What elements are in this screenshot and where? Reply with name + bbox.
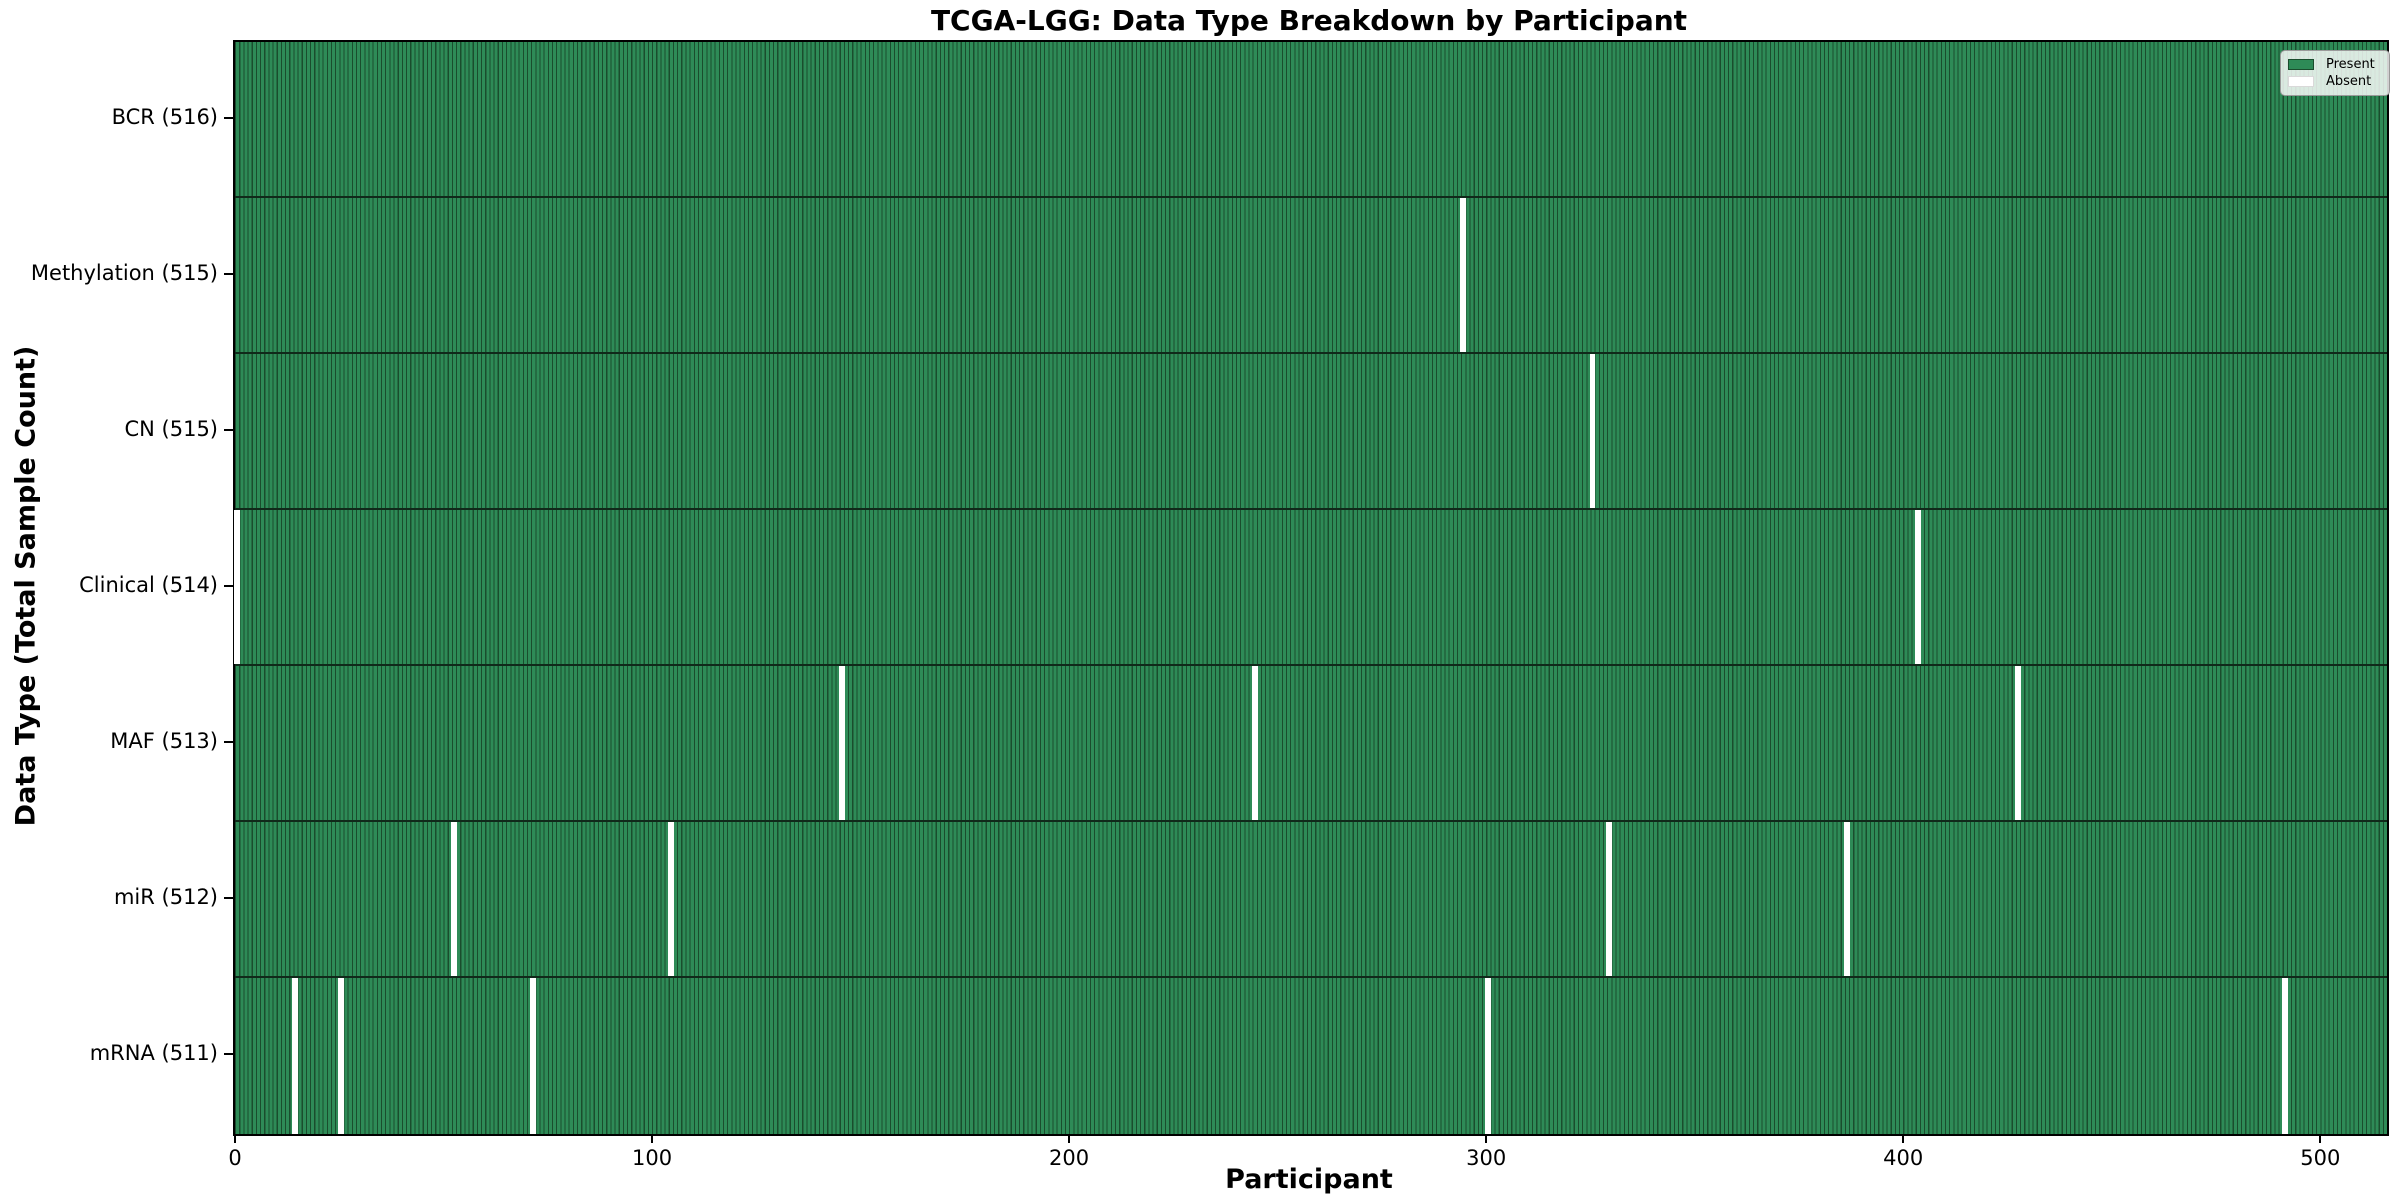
ytick-mark — [224, 273, 233, 275]
ytick-mark — [224, 117, 233, 119]
ytick-label-maf: MAF (513) — [110, 729, 218, 753]
ytick-mark — [224, 1053, 233, 1055]
xtick-mark — [651, 1134, 654, 1143]
ytick-label-bcr: BCR (516) — [111, 105, 218, 129]
xtick-label-0: 0 — [228, 1146, 242, 1170]
absent-gap-mir-329 — [1606, 822, 1613, 976]
legend-item-present: Present — [2288, 56, 2382, 73]
heatmap-row-bcr — [235, 42, 2387, 198]
absent-gap-maf-244 — [1251, 666, 1258, 820]
absent-gap-clinical-0 — [234, 510, 241, 664]
absent-gap-methylation-294 — [1460, 198, 1467, 352]
ytick-label-clinical: Clinical (514) — [79, 573, 218, 597]
absent-gap-maf-145 — [838, 666, 845, 820]
heatmap-row-methylation — [235, 198, 2387, 354]
heatmap-row-maf — [235, 666, 2387, 822]
xtick-label-400: 400 — [1883, 1146, 1924, 1170]
absent-gap-clinical-403 — [1914, 510, 1921, 664]
xtick-mark — [1902, 1134, 1905, 1143]
legend: Present Absent — [2280, 50, 2390, 96]
heatmap-row-mrna — [235, 978, 2387, 1134]
chart-title: TCGA-LGG: Data Type Breakdown by Partici… — [930, 4, 1688, 37]
ytick-label-mrna: mRNA (511) — [89, 1041, 218, 1065]
absent-gap-mrna-300 — [1485, 978, 1492, 1134]
absent-gap-mrna-491 — [2281, 978, 2288, 1134]
ytick-label-cn: CN (515) — [124, 417, 218, 441]
legend-label: Absent — [2326, 74, 2372, 89]
xtick-label-100: 100 — [632, 1146, 673, 1170]
xtick-mark — [1485, 1134, 1488, 1143]
absent-gap-mrna-25 — [338, 978, 345, 1134]
xtick-mark — [1068, 1134, 1071, 1143]
xtick-mark — [234, 1134, 236, 1143]
heatmap-row-cn — [235, 354, 2387, 510]
ytick-label-mir: miR (512) — [113, 885, 218, 909]
x-axis-label: Participant — [1225, 1164, 1393, 1195]
xtick-label-500: 500 — [2300, 1146, 2341, 1170]
legend-swatch-absent — [2288, 76, 2314, 87]
ytick-label-methylation: Methylation (515) — [30, 261, 218, 285]
xtick-label-200: 200 — [1049, 1146, 1090, 1170]
ytick-mark — [224, 429, 233, 431]
absent-gap-cn-325 — [1589, 354, 1596, 508]
ytick-mark — [224, 585, 233, 587]
ytick-mark — [224, 897, 233, 899]
legend-item-absent: Absent — [2288, 73, 2382, 90]
heatmap-row-clinical — [234, 510, 2387, 666]
plot-area — [233, 40, 2389, 1136]
ytick-mark — [224, 741, 233, 743]
legend-label: Present — [2326, 57, 2375, 72]
absent-gap-mrna-71 — [530, 978, 537, 1134]
absent-gap-maf-427 — [2014, 666, 2021, 820]
xtick-label-300: 300 — [1466, 1146, 1507, 1170]
absent-gap-mrna-14 — [292, 978, 299, 1134]
absent-gap-mir-52 — [450, 822, 457, 976]
absent-gap-mir-386 — [1843, 822, 1850, 976]
legend-swatch-present — [2288, 59, 2314, 70]
absent-gap-mir-104 — [667, 822, 674, 976]
heatmap-row-mir — [235, 822, 2387, 978]
xtick-mark — [2319, 1134, 2322, 1143]
